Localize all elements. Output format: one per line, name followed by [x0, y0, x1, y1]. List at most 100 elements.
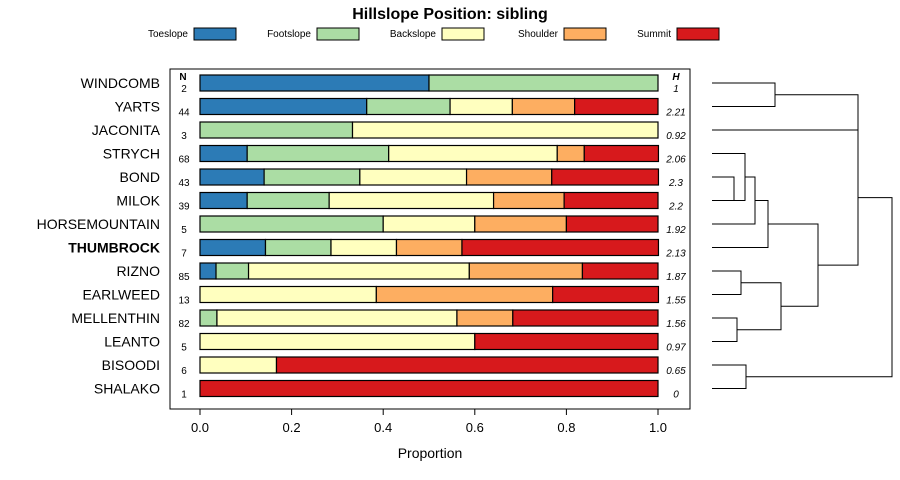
legend-label-summit: Summit	[637, 29, 671, 40]
row-n-value: 3	[181, 131, 187, 142]
bar-segment-shoulder	[465, 168, 553, 186]
plot-frame	[169, 68, 691, 410]
bar-row: MELLENTHIN 82 1.56	[71, 309, 686, 330]
bar-segment-summit	[461, 238, 660, 257]
bar-segment-backslope	[216, 309, 458, 327]
row-n-value: 13	[178, 296, 190, 307]
dendrogram-branch	[768, 223, 819, 307]
bar-row: BOND 43 2.3	[120, 168, 683, 189]
row-label: MELLENTHIN	[71, 310, 160, 326]
row-h-value: 1.56	[666, 319, 686, 330]
bar-segment-summit	[581, 262, 659, 280]
bar-segment-shoulder	[468, 262, 584, 280]
row-label: JACONITA	[92, 122, 161, 138]
dendrogram-branch	[775, 94, 859, 198]
legend-label-shoulder: Shoulder	[518, 29, 559, 40]
row-h-value: 1.55	[666, 296, 686, 307]
bar-segment-footslope	[428, 74, 659, 92]
h-column-header: H	[672, 72, 680, 83]
row-n-value: 6	[181, 366, 187, 377]
row-h-value: 2.13	[665, 249, 686, 260]
legend-swatch-summit	[676, 27, 720, 41]
bar-segment-backslope	[199, 332, 476, 351]
bar-segment-footslope	[199, 309, 218, 327]
row-label: WINDCOMB	[81, 75, 160, 91]
row-label: HORSEMOUNTAIN	[37, 216, 160, 232]
row-h-value: 2.2	[668, 202, 683, 213]
legend-label-footslope: Footslope	[267, 29, 311, 40]
dendrogram	[712, 82, 893, 389]
dendrogram-branch	[712, 176, 735, 201]
bar-segment-shoulder	[556, 144, 585, 163]
bar-segment-toeslope	[199, 262, 217, 280]
bar-segment-summit	[474, 332, 659, 351]
x-tick-label: 0.6	[466, 420, 484, 435]
dendrogram-branch	[712, 317, 738, 342]
bar-segment-backslope	[199, 285, 377, 304]
row-h-value: 2.3	[668, 178, 683, 189]
row-h-value: 1	[673, 84, 679, 95]
bar-segment-summit	[552, 285, 660, 304]
dendrogram-branch	[712, 82, 776, 107]
legend-swatch-shoulder	[563, 27, 607, 41]
bar-segment-footslope	[246, 144, 390, 163]
bar-segment-summit	[199, 379, 659, 398]
bar-segment-backslope	[449, 97, 513, 116]
x-tick-label: 0.4	[374, 420, 392, 435]
row-label: RIZNO	[116, 263, 160, 279]
legend-swatch-toeslope	[193, 27, 237, 41]
bar-segment-backslope	[247, 262, 470, 280]
bar-segment-summit	[583, 144, 660, 163]
bar-segment-backslope	[328, 191, 495, 210]
bar-segment-shoulder	[474, 215, 567, 233]
row-h-value: 0	[673, 390, 679, 401]
x-tick-label: 1.0	[649, 420, 667, 435]
dendrogram-branch	[746, 197, 893, 378]
row-h-value: 0.65	[666, 366, 686, 377]
n-column-header: N	[179, 72, 186, 83]
row-n-value: 2	[181, 84, 187, 95]
bar-row: WINDCOMB 2 1	[81, 74, 679, 95]
legend-swatch-footslope	[316, 27, 360, 41]
bar-segment-toeslope	[199, 74, 430, 92]
bar-segment-summit	[565, 215, 659, 233]
x-tick-label: 0.0	[191, 420, 209, 435]
row-h-value: 2.06	[665, 155, 686, 166]
row-label: MILOK	[116, 193, 160, 209]
bar-segment-footslope	[199, 215, 384, 233]
bar-segment-toeslope	[199, 97, 368, 116]
dendrogram-branch	[712, 364, 747, 389]
bar-segment-backslope	[330, 238, 398, 257]
row-label: STRYCH	[103, 146, 160, 162]
bar-segment-backslope	[388, 144, 558, 163]
row-h-value: 0.92	[666, 131, 686, 142]
bar-row: LEANTO 5 0.97	[104, 332, 686, 354]
x-tick-label: 0.2	[283, 420, 301, 435]
bar-segment-backslope	[199, 356, 278, 374]
bar-segment-summit	[512, 309, 659, 327]
bar-segment-backslope	[382, 215, 476, 233]
row-n-value: 85	[178, 272, 190, 283]
row-n-value: 1	[181, 390, 187, 401]
row-n-value: 39	[178, 202, 190, 213]
bar-row: EARLWEED 13 1.55	[82, 285, 686, 307]
dendrogram-branch	[737, 282, 782, 331]
row-label: EARLWEED	[82, 287, 160, 303]
bar-segment-toeslope	[199, 144, 248, 163]
row-label: SHALAKO	[94, 381, 160, 397]
row-n-value: 7	[181, 249, 187, 260]
bar-segment-backslope	[359, 168, 468, 186]
bar-row: YARTS 44 2.21	[115, 97, 686, 119]
bar-row: MILOK 39 2.2	[116, 191, 683, 213]
bar-segment-footslope	[366, 97, 451, 116]
bar-segment-shoulder	[511, 97, 576, 116]
x-axis-label: Proportion	[398, 445, 463, 461]
row-n-value: 82	[178, 319, 190, 330]
row-n-value: 43	[178, 178, 190, 189]
legend-label-toeslope: Toeslope	[148, 29, 188, 40]
row-label: THUMBROCK	[68, 240, 160, 256]
legend: Toeslope Footslope Backslope Shoulder Summit	[148, 27, 720, 41]
x-tick-label: 0.8	[557, 420, 575, 435]
bar-segment-footslope	[215, 262, 250, 280]
